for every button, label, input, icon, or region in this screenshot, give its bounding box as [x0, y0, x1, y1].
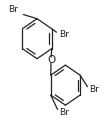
- Text: O: O: [47, 55, 55, 65]
- Text: Br: Br: [8, 5, 18, 14]
- Text: Br: Br: [89, 85, 99, 94]
- Text: Br: Br: [59, 108, 69, 117]
- Text: Br: Br: [59, 30, 69, 39]
